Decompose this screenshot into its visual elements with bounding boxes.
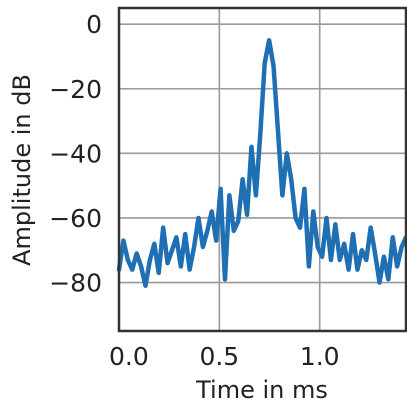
y-tick-label: −20 [49, 75, 102, 104]
x-tick-labels: 0.0 0.5 1.0 [109, 342, 340, 371]
grid-lines [118, 8, 406, 331]
y-tick-label: −60 [49, 204, 102, 233]
y-tick-label: −80 [49, 269, 102, 298]
plot-frame [117, 6, 407, 333]
y-tick-label: 0 [86, 10, 102, 39]
y-axis-label: Amplitude in dB [8, 74, 36, 266]
y-tick-labels: 0 −20 −40 −60 −80 [49, 10, 102, 297]
x-tick-label: 0.5 [199, 342, 239, 371]
x-axis-label: Time in ms [195, 376, 328, 404]
x-tick-label: 1.0 [300, 342, 340, 371]
x-tick-label: 0.0 [109, 342, 149, 371]
y-tick-label: −40 [49, 139, 102, 168]
series-line [116, 38, 407, 289]
